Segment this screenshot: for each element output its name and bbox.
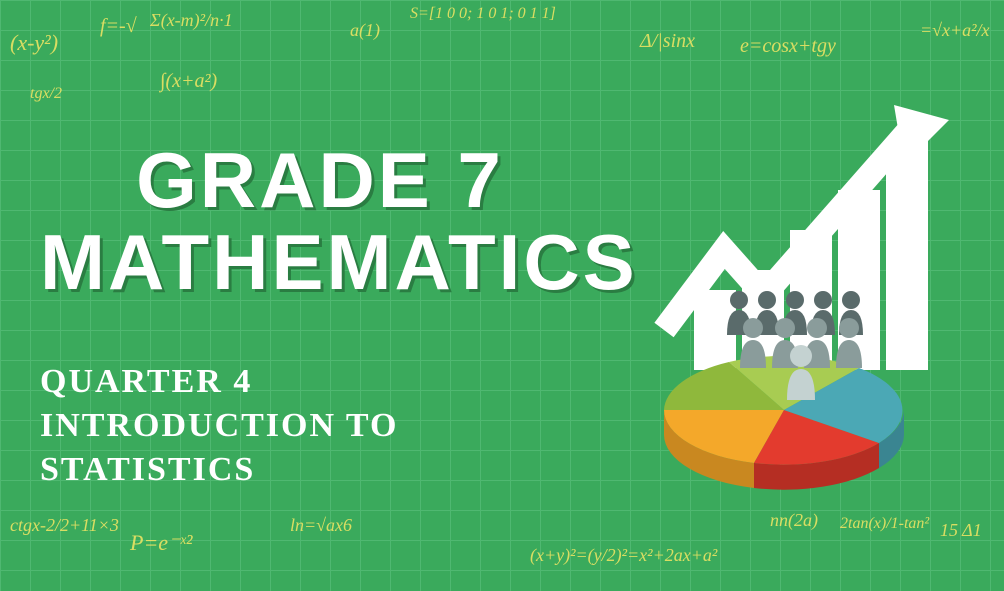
subtitle-line-3: STATISTICS [40, 448, 398, 492]
main-title: GRADE 7 MATHEMATICS [40, 140, 600, 304]
pie-chart-icon [664, 356, 904, 490]
subtitle: QUARTER 4 INTRODUCTION TO STATISTICS [40, 360, 398, 493]
subtitle-line-1: QUARTER 4 [40, 360, 398, 404]
infographic-svg [604, 100, 964, 500]
title-line-1: GRADE 7 [40, 140, 600, 222]
title-line-2: MATHEMATICS [40, 222, 600, 304]
statistics-infographic [604, 100, 964, 500]
subtitle-line-2: INTRODUCTION TO [40, 404, 398, 448]
